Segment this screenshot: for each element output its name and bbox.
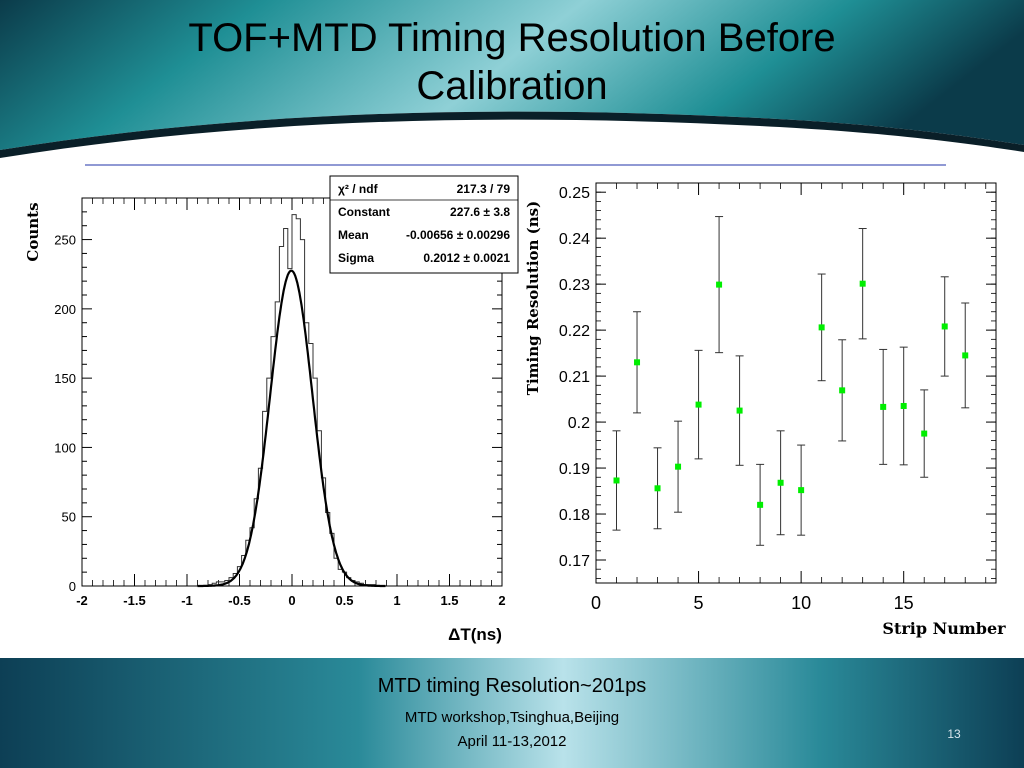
stats-value: 217.3 / 79 [457, 182, 511, 196]
stats-label: Constant [338, 205, 390, 219]
stats-value: 0.2012 ± 0.0021 [423, 251, 510, 265]
histogram-chart: 0 50 100 150 200 250 -2 -1.5 -1 -0.5 0 0.5 1 1.5 2 Co… [24, 175, 519, 644]
x-tick-label: 1 [393, 593, 400, 608]
data-point [818, 324, 825, 331]
data-point [675, 463, 682, 470]
y-tick-label: 200 [54, 302, 76, 317]
x-tick-label: 10 [791, 593, 811, 613]
y-tick-label: 50 [62, 510, 76, 525]
resolution-y-label: Timing Resolution (ns) [524, 201, 542, 395]
data-point [716, 281, 723, 288]
histogram-x-label: ΔT(ns) [448, 625, 502, 644]
data-point [654, 485, 661, 492]
resolution-frame [595, 182, 997, 584]
gaussian-fit-curve [197, 269, 386, 588]
stats-value: 227.6 ± 3.8 [450, 205, 510, 219]
y-tick-label: 0.17 [559, 553, 590, 570]
x-tick-label: 1.5 [440, 593, 458, 608]
stats-label: χ² / ndf [338, 182, 379, 196]
header-wave-dark [0, 111, 1024, 158]
x-tick-label: 5 [694, 593, 704, 613]
y-tick-label: 100 [54, 440, 76, 455]
resolution-x-ticks: 0 5 10 15 [591, 183, 987, 613]
footer-date: April 11-13,2012 [457, 733, 567, 750]
x-tick-label: 15 [894, 593, 914, 613]
resolution-x-label: Strip Number [882, 619, 1006, 638]
y-tick-label: 250 [54, 233, 76, 248]
data-point [859, 280, 866, 287]
stats-value: -0.00656 ± 0.00296 [406, 228, 510, 242]
x-tick-label: -1.5 [123, 593, 145, 608]
footer-venue: MTD workshop,Tsinghua,Beijing [404, 709, 620, 726]
data-point [777, 479, 784, 486]
x-tick-label: -0.5 [228, 593, 250, 608]
y-tick-label: 0.23 [559, 277, 590, 294]
x-tick-label: 0 [591, 593, 601, 613]
slide-caption: MTD timing Resolution~201ps [377, 675, 647, 697]
footer-band [0, 658, 1024, 768]
y-tick-label: 0.18 [559, 507, 590, 524]
resolution-y-ticks: 0.17 0.18 0.19 0.2 0.21 0.22 0.23 0.24 0.25 [559, 185, 996, 579]
data-point [839, 387, 846, 394]
data-point [798, 487, 805, 494]
x-tick-label: 2 [498, 593, 505, 608]
data-point [613, 477, 620, 484]
y-tick-label: 150 [54, 371, 76, 386]
fit-stats-box: χ² / ndf 217.3 / 79 Constant 227.6 ± 3.8 Mea… [329, 175, 519, 274]
data-point [880, 403, 887, 410]
stats-label: Sigma [338, 251, 374, 265]
data-point [900, 402, 907, 409]
data-point [695, 401, 702, 408]
y-tick-label: 0.24 [559, 231, 590, 248]
histogram-y-label: Counts [24, 202, 42, 261]
y-tick-label: 0.25 [559, 185, 590, 202]
data-point [962, 352, 969, 359]
data-point [634, 359, 641, 366]
y-tick-label: 0 [69, 579, 76, 594]
y-tick-label: 0.2 [568, 415, 590, 432]
resolution-chart: 0.17 0.18 0.19 0.2 0.21 0.22 0.23 0.24 0.25 0 5 10… [524, 182, 1006, 638]
stats-label: Mean [338, 228, 369, 242]
data-point [921, 430, 928, 437]
data-point [736, 407, 743, 414]
data-point [757, 501, 764, 508]
slide-number: 13 [947, 727, 961, 741]
resolution-points [612, 216, 970, 546]
y-tick-label: 0.19 [559, 461, 590, 478]
data-point [941, 323, 948, 330]
x-tick-label: -1 [181, 593, 193, 608]
y-tick-label: 0.21 [559, 369, 590, 386]
x-tick-label: -2 [76, 593, 88, 608]
slide-title: TOF+MTD Timing Resolution Before Calibra… [188, 16, 836, 108]
x-tick-label: 0 [288, 593, 295, 608]
histogram-y-ticks: 0 50 100 150 200 250 [54, 211, 502, 594]
x-tick-label: 0.5 [335, 593, 353, 608]
y-tick-label: 0.22 [559, 323, 590, 340]
